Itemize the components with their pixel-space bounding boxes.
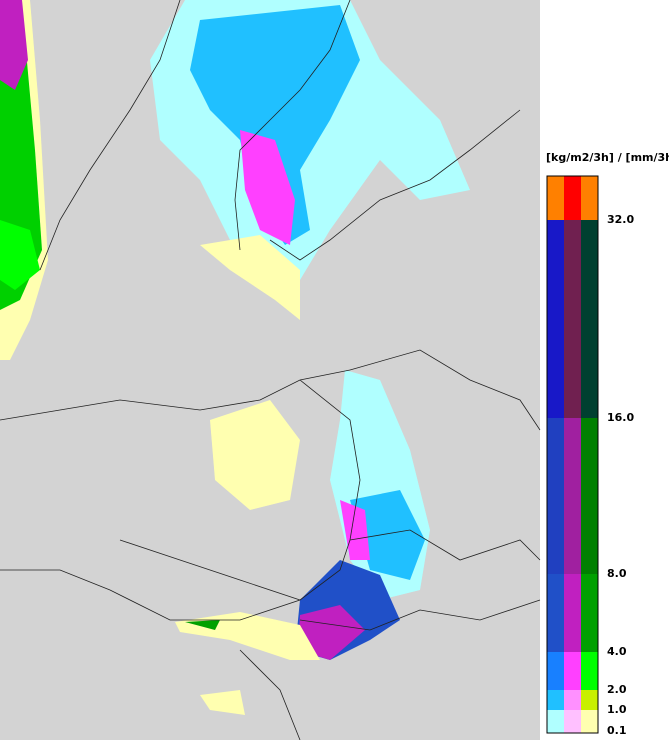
precip-area [298,605,365,660]
coastline [234,0,351,251]
precip-area [240,130,295,245]
map [0,0,541,740]
colorbar-label: 2.0 [607,683,627,696]
swatch [581,574,598,652]
swatch [564,710,581,733]
border [239,649,301,740]
swatch [581,220,598,418]
swatch [564,652,581,690]
precip-area [0,220,40,290]
colorbar-frame [546,175,599,734]
colorbar-label: 0.1 [607,724,627,737]
colorbar-swatches [546,175,599,734]
swatch [564,690,581,710]
swatch [581,710,598,733]
coastline [269,109,521,261]
colorbar-label: 8.0 [607,567,627,580]
colorbar-label: 16.0 [607,411,634,424]
precip-area [185,620,220,630]
coastline [39,0,181,271]
swatch [547,652,564,690]
precip-area [0,0,28,90]
colorbar-label: 4.0 [607,645,627,658]
swatch [564,220,581,418]
border [119,539,301,601]
colorbar-label: 32.0 [607,213,634,226]
swatch [564,574,581,652]
colorbar-label: 1.0 [607,703,627,716]
precip-area [200,235,300,320]
precip-area [190,5,360,245]
precip-area [210,400,300,510]
swatch [547,574,564,652]
colorbar: [kg/m2/3h] / [mm/3h] 32.0 16 [546,151,669,737]
precip-area [200,690,245,715]
swatch [547,220,564,418]
border [349,529,541,561]
colorbar-title: [kg/m2/3h] / [mm/3h] [546,151,669,164]
swatch [547,176,564,220]
swatch [581,418,598,574]
border [349,349,541,431]
swatch [564,418,581,574]
swatch [547,710,564,733]
swatch [581,176,598,220]
precip-area [340,500,370,560]
swatch [564,176,581,220]
border [299,599,541,631]
swatch [547,418,564,574]
swatch [581,690,598,710]
swatch [547,690,564,710]
swatch [581,652,598,690]
